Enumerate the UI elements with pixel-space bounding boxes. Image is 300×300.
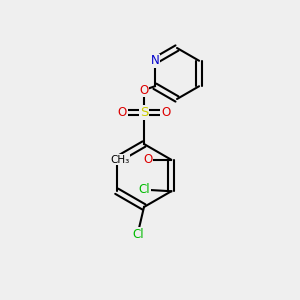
Text: O: O bbox=[118, 106, 127, 119]
Text: O: O bbox=[161, 106, 170, 119]
Text: O: O bbox=[140, 83, 148, 97]
Text: S: S bbox=[140, 106, 148, 119]
Text: Cl: Cl bbox=[132, 227, 144, 241]
Text: CH₃: CH₃ bbox=[110, 155, 129, 165]
Text: Cl: Cl bbox=[139, 183, 150, 196]
Text: N: N bbox=[151, 54, 159, 67]
Text: O: O bbox=[143, 153, 152, 166]
